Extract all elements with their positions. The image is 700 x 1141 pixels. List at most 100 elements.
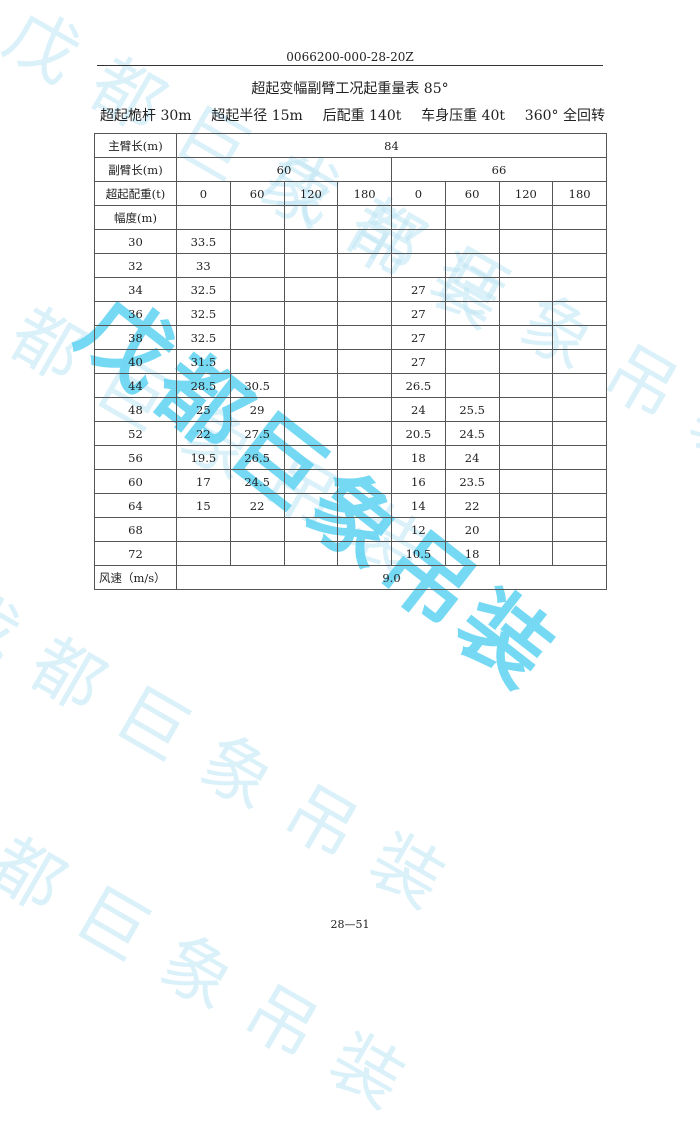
capacity-cell	[338, 518, 392, 542]
capacity-cell: 29	[230, 398, 284, 422]
capacity-cell	[338, 350, 392, 374]
capacity-cell	[553, 230, 607, 254]
capacity-cell: 18	[445, 542, 499, 566]
jib-row: 副臂长(m) 60 66	[95, 158, 607, 182]
capacity-cell: 32.5	[177, 302, 231, 326]
jib-value: 66	[392, 158, 607, 182]
capacity-cell	[338, 422, 392, 446]
watermark-bg: 戊都巨象吊装	[0, 560, 489, 941]
radius-value: 60	[95, 470, 177, 494]
capacity-cell: 14	[392, 494, 446, 518]
capacity-cell	[230, 542, 284, 566]
capacity-cell	[499, 398, 553, 422]
capacity-cell	[445, 278, 499, 302]
main-boom-label: 主臂长(m)	[95, 134, 177, 158]
capacity-cell	[499, 446, 553, 470]
capacity-cell	[499, 326, 553, 350]
capacity-cell: 27	[392, 302, 446, 326]
capacity-cell	[499, 470, 553, 494]
capacity-cell: 27	[392, 326, 446, 350]
capacity-cell: 31.5	[177, 350, 231, 374]
param-slewing: 360° 全回转	[525, 105, 605, 125]
capacity-cell	[284, 350, 338, 374]
counterweight-value: 60	[445, 182, 499, 206]
capacity-cell	[230, 230, 284, 254]
parameters: 超起桅杆 30m 超起半径 15m 后配重 140t 车身压重 40t 360°…	[100, 105, 605, 125]
capacity-cell	[553, 278, 607, 302]
capacity-cell: 15	[177, 494, 231, 518]
capacity-cell	[177, 518, 231, 542]
radius-value: 64	[95, 494, 177, 518]
radius-value: 32	[95, 254, 177, 278]
capacity-cell	[284, 470, 338, 494]
capacity-cell: 24.5	[230, 470, 284, 494]
capacity-cell	[338, 470, 392, 494]
capacity-cell	[338, 542, 392, 566]
capacity-cell	[230, 350, 284, 374]
capacity-cell	[230, 518, 284, 542]
main-boom-row: 主臂长(m) 84	[95, 134, 607, 158]
capacity-cell: 18	[392, 446, 446, 470]
capacity-cell	[499, 494, 553, 518]
capacity-cell	[499, 278, 553, 302]
page-title: 超起变幅副臂工况起重量表 85°	[0, 78, 700, 98]
capacity-cell	[499, 230, 553, 254]
page-number: 28—51	[0, 918, 700, 931]
capacity-cell: 26.5	[392, 374, 446, 398]
counterweight-value: 180	[338, 182, 392, 206]
wind-row: 风速（m/s）9.0	[95, 566, 607, 590]
radius-value: 68	[95, 518, 177, 542]
capacity-cell	[338, 326, 392, 350]
capacity-cell	[553, 398, 607, 422]
jib-value: 60	[177, 158, 392, 182]
capacity-cell	[499, 542, 553, 566]
capacity-cell: 20.5	[392, 422, 446, 446]
capacity-cell: 12	[392, 518, 446, 542]
radius-value: 30	[95, 230, 177, 254]
capacity-cell	[445, 254, 499, 278]
capacity-cell	[553, 494, 607, 518]
capacity-cell: 33.5	[177, 230, 231, 254]
capacity-cell	[230, 254, 284, 278]
capacity-cell: 22	[177, 422, 231, 446]
capacity-cell	[553, 518, 607, 542]
radius-value: 34	[95, 278, 177, 302]
header-rule	[97, 65, 603, 66]
capacity-cell	[284, 494, 338, 518]
capacity-cell	[553, 446, 607, 470]
radius-value: 40	[95, 350, 177, 374]
radius-value: 56	[95, 446, 177, 470]
radius-value: 52	[95, 422, 177, 446]
capacity-cell: 17	[177, 470, 231, 494]
capacity-cell	[553, 254, 607, 278]
capacity-cell	[499, 350, 553, 374]
capacity-cell: 27	[392, 278, 446, 302]
counterweight-value: 180	[553, 182, 607, 206]
load-chart-table: 主臂长(m) 84 副臂长(m) 60 66 超起配重(t) 0 60 120 …	[94, 133, 607, 590]
capacity-cell	[284, 326, 338, 350]
capacity-cell: 26.5	[230, 446, 284, 470]
capacity-cell	[284, 398, 338, 422]
capacity-cell	[284, 422, 338, 446]
param-ballast: 车身压重 40t	[421, 105, 505, 125]
capacity-cell: 25.5	[445, 398, 499, 422]
capacity-cell	[338, 494, 392, 518]
capacity-cell: 22	[445, 494, 499, 518]
capacity-cell: 33	[177, 254, 231, 278]
capacity-cell: 25	[177, 398, 231, 422]
document-code: 0066200-000-28-20Z	[0, 50, 700, 64]
capacity-cell	[284, 446, 338, 470]
capacity-cell	[445, 302, 499, 326]
capacity-cell	[284, 518, 338, 542]
capacity-cell: 20	[445, 518, 499, 542]
capacity-cell: 24	[392, 398, 446, 422]
capacity-cell: 19.5	[177, 446, 231, 470]
